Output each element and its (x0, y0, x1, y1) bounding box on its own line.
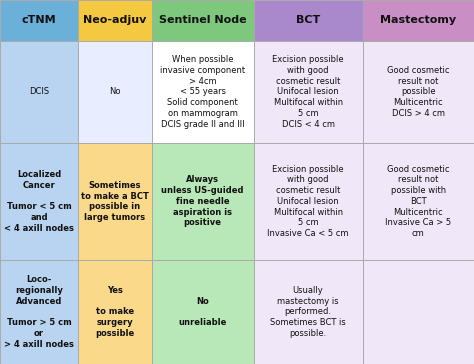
Bar (0, 143, 78, 260)
Text: Good cosmetic
result not
possible with
BCT
Multicentric
Invasive Ca > 5
cm: Good cosmetic result not possible with B… (385, 165, 451, 238)
Bar (78, 0, 152, 41)
Bar (363, 41, 474, 143)
Text: No

unreliable: No unreliable (178, 297, 227, 327)
Bar (363, 0, 474, 41)
Bar (0, 260, 78, 364)
Bar (152, 0, 254, 41)
Text: BCT: BCT (296, 15, 320, 25)
Bar (254, 0, 363, 41)
Bar (363, 143, 474, 260)
Text: Localized
Cancer

Tumor < 5 cm
and
< 4 axill nodes: Localized Cancer Tumor < 5 cm and < 4 ax… (4, 170, 74, 233)
Bar (152, 143, 254, 260)
Bar (254, 143, 363, 260)
Text: Always
unless US-guided
fine needle
aspiration is
positive: Always unless US-guided fine needle aspi… (161, 175, 244, 228)
Bar (78, 41, 152, 143)
Text: Excision possible
with good
cosmetic result
Unifocal lesion
Multifocal within
5 : Excision possible with good cosmetic res… (272, 55, 344, 128)
Text: When possible
invasive component
> 4cm
< 55 years
Solid component
on mammogram
D: When possible invasive component > 4cm <… (160, 55, 245, 128)
Text: Neo-adjuv: Neo-adjuv (83, 15, 146, 25)
Bar (78, 143, 152, 260)
Text: Sometimes
to make a BCT
possible in
large tumors: Sometimes to make a BCT possible in larg… (81, 181, 149, 222)
Text: Excision possible
with good
cosmetic result
Unifocal lesion
Multifocal within
5 : Excision possible with good cosmetic res… (267, 165, 349, 238)
Text: cTNM: cTNM (22, 15, 56, 25)
Text: No: No (109, 87, 121, 96)
Text: Yes

to make
surgery
possible: Yes to make surgery possible (95, 286, 135, 338)
Bar (254, 41, 363, 143)
Bar (363, 260, 474, 364)
Bar (254, 260, 363, 364)
Bar (152, 260, 254, 364)
Text: DCIS: DCIS (29, 87, 49, 96)
Bar (152, 41, 254, 143)
Text: Usually
mastectomy is
performed.
Sometimes BCT is
possible.: Usually mastectomy is performed. Sometim… (270, 286, 346, 338)
Bar (78, 260, 152, 364)
Text: Good cosmetic
result not
possible
Multicentric
DCIS > 4 cm: Good cosmetic result not possible Multic… (387, 66, 449, 118)
Text: Mastectomy: Mastectomy (380, 15, 456, 25)
Text: Sentinel Node: Sentinel Node (159, 15, 246, 25)
Bar (0, 0, 78, 41)
Text: Loco-
regionally
Advanced

Tumor > 5 cm
or
> 4 axill nodes: Loco- regionally Advanced Tumor > 5 cm o… (4, 275, 74, 349)
Bar (0, 41, 78, 143)
